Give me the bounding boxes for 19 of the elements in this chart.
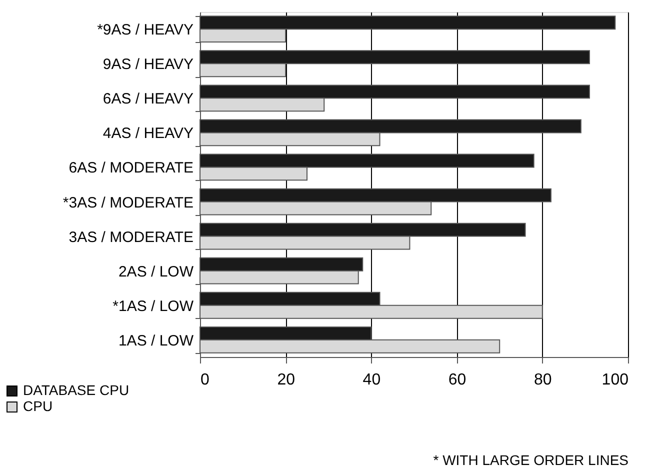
x-tick-label: 0	[200, 372, 210, 388]
x-tick-label: 60	[448, 372, 466, 388]
y-tick-label: 4AS / HEAVY	[102, 125, 194, 142]
y-tick-label: *9AS / HEAVY	[97, 22, 194, 39]
x-tick-label: 20	[277, 372, 296, 388]
y-tick-label: *1AS / LOW	[112, 298, 194, 315]
x-tick-label: 100	[602, 372, 629, 388]
x-tick-label: 80	[534, 372, 552, 388]
y-tick-label: 9AS / HEAVY	[102, 56, 194, 74]
x-tick-label: 40	[362, 372, 381, 388]
y-tick-label: 1AS / LOW	[118, 332, 194, 350]
legend-label: CPU	[23, 398, 53, 414]
y-tick-label: *3AS / MODERATE	[62, 194, 194, 212]
y-tick-label: 6AS / MODERATE	[68, 160, 194, 177]
y-tick-label: 6AS / HEAVY	[102, 90, 194, 108]
y-tick-label: 3AS / MODERATE	[68, 228, 194, 246]
legend-label: DATABASE CPU	[23, 382, 130, 398]
y-tick-label: 2AS / LOW	[118, 263, 194, 280]
text: * WITH LARGE ORDER LINES	[433, 452, 628, 468]
